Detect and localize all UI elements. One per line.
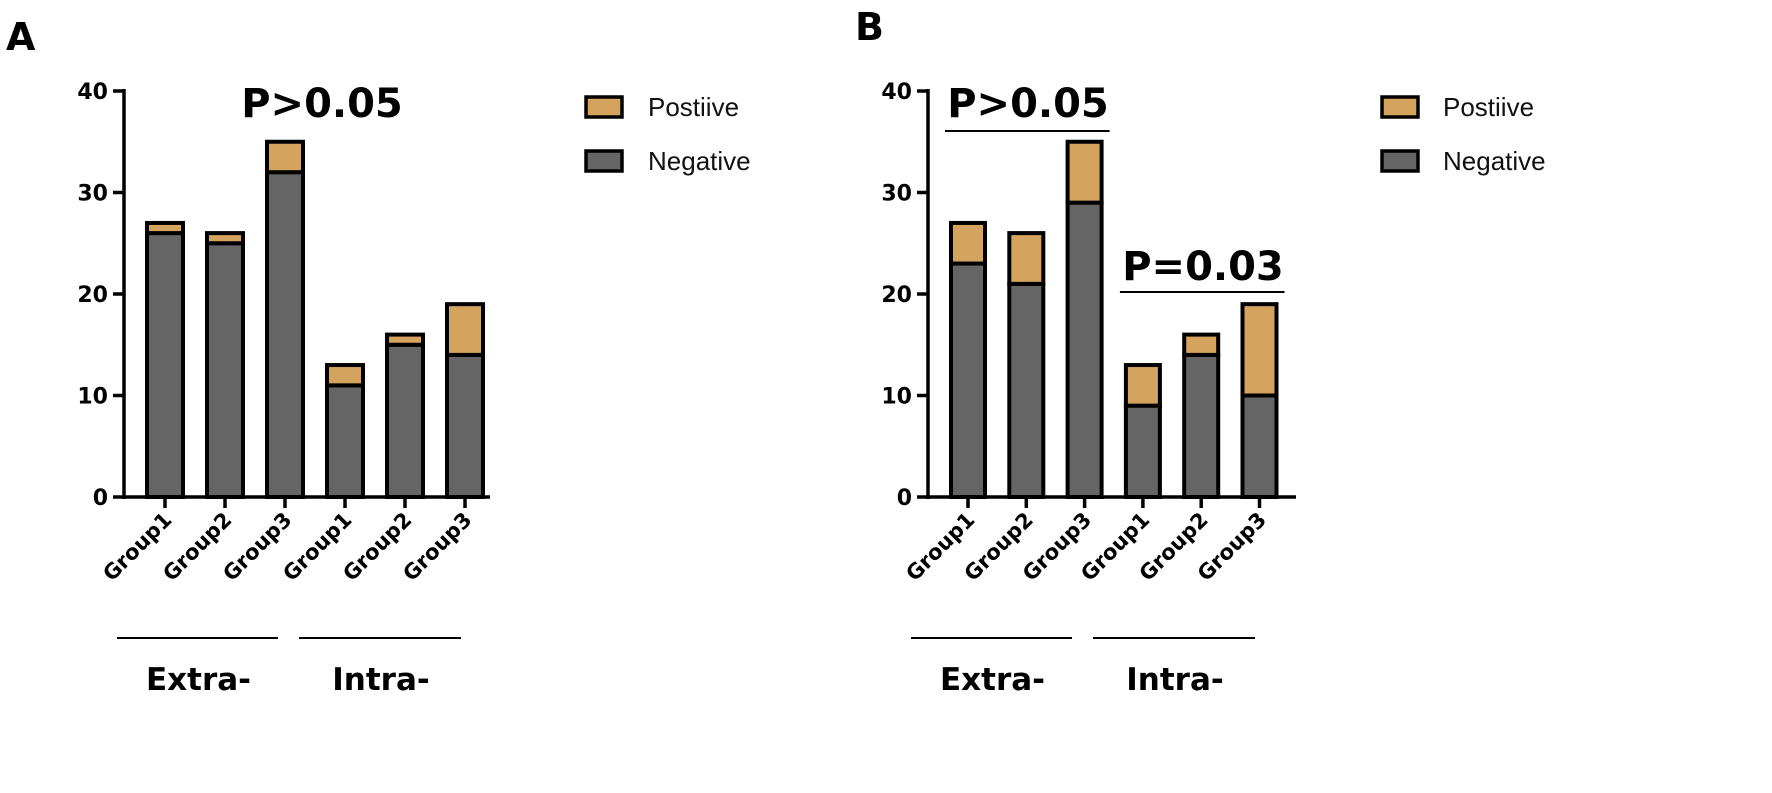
legend-swatch [584,149,624,173]
y-tick-label: 30 [77,182,108,207]
y-tick-label: 20 [77,283,108,308]
bar-negative [1065,200,1104,499]
bar-negative [1007,281,1046,499]
p-value-label: P>0.05 [241,81,403,127]
panel-a: A010203040Group1Group2Group3Group1Group2… [6,15,751,698]
group-label: Intra- [332,662,430,698]
p-value-label: P>0.05 [947,81,1109,127]
y-tick-label: 30 [881,182,912,207]
panel-letter: A [6,15,36,59]
bar-negative [325,383,365,500]
bar-negative [1240,393,1279,499]
bar-negative [1182,352,1221,499]
bar-positive [1123,363,1162,408]
legend-label: Postiive [648,92,739,122]
legend-swatch [1380,149,1420,173]
panel-letter: B [855,5,884,49]
legend-label: Postiive [1443,92,1534,122]
bar-negative [265,170,305,499]
legend: Postiive Negative [1380,92,1546,176]
bar-negative [1123,403,1162,499]
bar-negative [145,231,185,499]
p-value-label: P=0.03 [1122,244,1284,290]
bar-positive [325,363,365,388]
y-tick-label: 10 [881,385,912,410]
bar-negative [385,342,425,499]
bar-positive [1065,139,1104,205]
y-tick-label: 0 [93,486,108,511]
bar-positive [385,332,425,347]
bar-positive [1240,302,1279,398]
y-tick-label: 40 [77,80,108,105]
bar-positive [145,220,185,236]
bar-positive [949,220,987,266]
bar-positive [265,139,305,175]
bar-positive [1007,231,1046,286]
bar-positive [205,231,245,246]
y-tick-label: 0 [897,486,912,511]
legend: Postiive Negative [584,92,751,176]
y-tick-label: 20 [881,283,912,308]
bar-positive [1182,332,1221,357]
bar-negative [445,352,485,499]
legend-swatch [1380,95,1420,119]
panel-b: B010203040Group1Group2Group3Group1Group2… [855,5,1546,698]
group-label: Extra- [146,662,251,698]
legend-swatch [584,95,624,119]
bar-positive [445,302,485,357]
y-tick-label: 10 [77,385,108,410]
legend-label: Negative [648,146,751,176]
group-label: Extra- [940,662,1045,698]
bar-negative [205,241,245,499]
group-label: Intra- [1126,662,1224,698]
legend-label: Negative [1443,146,1546,176]
bar-negative [949,261,987,499]
y-tick-label: 40 [881,80,912,105]
